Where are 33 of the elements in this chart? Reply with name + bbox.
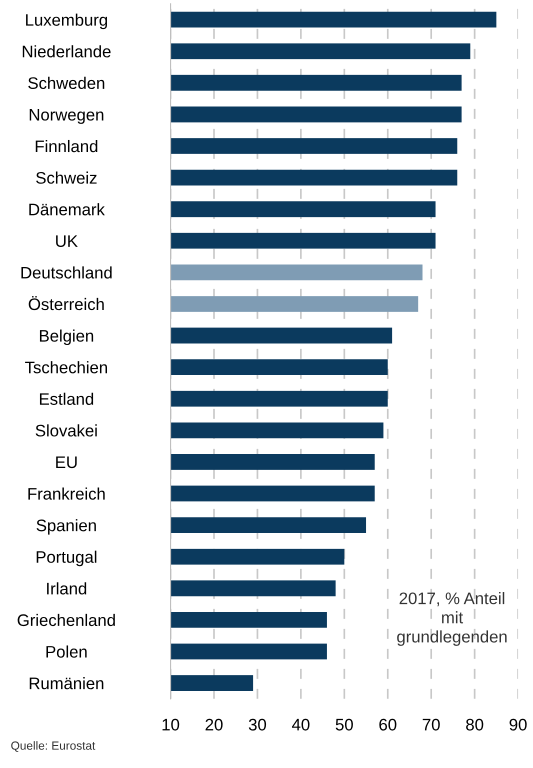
y-tick-label: Griechenland (18, 614, 115, 626)
y-tick-label: Österreich (28, 296, 104, 310)
x-tick-label: 10 (162, 718, 180, 731)
x-tick-label: 40 (292, 718, 310, 731)
y-tick-label: Spanien (36, 519, 96, 535)
y-tick-label: Tschechien (25, 361, 107, 374)
x-tick-label: 20 (206, 718, 223, 731)
y-tick-label: Portugal (36, 550, 96, 566)
y-tick-label: Dänemark (29, 203, 105, 216)
source-note: Quelle: Eurostat (11, 741, 96, 752)
y-tick-label: Estland (40, 392, 94, 405)
y-tick-label: Schweden (28, 76, 104, 90)
y-tick-label: Luxemburg (26, 14, 108, 30)
y-tick-label: Schweiz (36, 172, 97, 184)
y-tick-label: Deutschland (21, 266, 112, 279)
y-tick-label: Norwegen (30, 108, 104, 124)
x-tick-label: 90 (510, 718, 527, 731)
x-tick-label: 60 (379, 718, 396, 731)
x-tick-label: 70 (422, 718, 440, 731)
y-tick-label: Rumänien (30, 677, 104, 690)
y-tick-label: Belgien (40, 330, 94, 346)
x-tick-label: 50 (336, 718, 353, 731)
x-tick-label: 80 (466, 718, 484, 731)
y-tick-label: Frankreich (28, 487, 105, 500)
y-tick-label: EU (56, 456, 77, 468)
x-tick-label: 30 (248, 718, 266, 731)
y-tick-label: Slovakei (36, 424, 97, 437)
y-tick-label: Polen (46, 645, 87, 658)
annotation: 2017, % Anteil mit grundlegenden (397, 592, 507, 646)
y-tick-label: Finnland (36, 140, 98, 152)
y-tick-label: UK (56, 235, 78, 247)
y-tick-label: Irland (47, 582, 86, 595)
y-tick-label: Niederlande (22, 45, 111, 58)
